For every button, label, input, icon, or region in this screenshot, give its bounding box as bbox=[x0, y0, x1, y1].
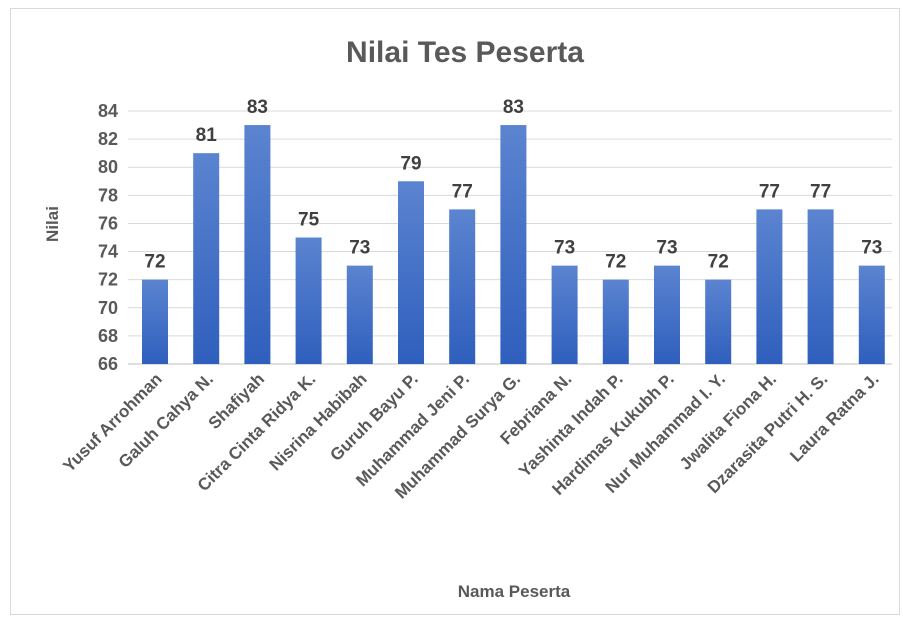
data-label: 73 bbox=[554, 238, 575, 259]
y-tick-label: 80 bbox=[98, 157, 118, 177]
bar bbox=[193, 153, 220, 364]
data-label: 81 bbox=[196, 125, 218, 146]
category-label: Guruh Bayu P. bbox=[326, 369, 421, 464]
y-tick-label: 76 bbox=[98, 213, 118, 233]
y-tick-label: 78 bbox=[98, 185, 118, 205]
bar bbox=[756, 209, 783, 364]
bar bbox=[551, 265, 578, 364]
y-tick-label: 74 bbox=[98, 242, 118, 262]
bar bbox=[705, 279, 732, 364]
bar bbox=[807, 209, 834, 364]
bar bbox=[654, 265, 680, 364]
bar bbox=[858, 265, 885, 364]
data-label: 83 bbox=[247, 97, 268, 118]
y-tick-label: 70 bbox=[98, 298, 118, 318]
y-tick-label: 66 bbox=[98, 354, 118, 374]
bar bbox=[244, 125, 271, 364]
data-label: 83 bbox=[503, 97, 524, 118]
data-label: 77 bbox=[759, 181, 780, 202]
data-label: 73 bbox=[861, 238, 882, 259]
x-axis-title: Nama Peserta bbox=[458, 582, 571, 601]
data-label: 75 bbox=[298, 210, 320, 231]
data-labels: 72 81 83 75 73 79 77 83 73 72 73 72 77 77 73 bbox=[144, 97, 882, 273]
y-tick-label: 84 bbox=[98, 101, 118, 121]
y-tick-label: 72 bbox=[98, 270, 118, 290]
category-label: Galuh Cahya N. bbox=[115, 369, 217, 471]
bar bbox=[295, 237, 322, 364]
bar bbox=[398, 181, 424, 364]
data-label: 72 bbox=[708, 252, 729, 273]
y-tick-label: 68 bbox=[98, 326, 118, 346]
bar bbox=[142, 279, 168, 364]
y-axis-ticks: 66 68 70 72 74 76 78 80 82 84 bbox=[98, 101, 118, 374]
data-label: 73 bbox=[656, 238, 677, 259]
bar bbox=[346, 265, 373, 364]
category-label: Laura Ratna J. bbox=[786, 369, 882, 465]
data-label: 73 bbox=[349, 238, 370, 259]
bar bbox=[449, 209, 476, 364]
y-axis-title: Nilai bbox=[43, 206, 62, 242]
bar bbox=[500, 125, 527, 364]
data-label: 77 bbox=[810, 181, 831, 202]
data-label: 77 bbox=[452, 181, 473, 202]
y-tick-label: 82 bbox=[98, 129, 118, 149]
data-label: 72 bbox=[605, 252, 626, 273]
bars bbox=[142, 125, 885, 364]
bar bbox=[602, 279, 629, 364]
data-label: 72 bbox=[144, 252, 165, 273]
chart-title: Nilai Tes Peserta bbox=[346, 36, 584, 69]
data-label: 79 bbox=[400, 153, 421, 174]
